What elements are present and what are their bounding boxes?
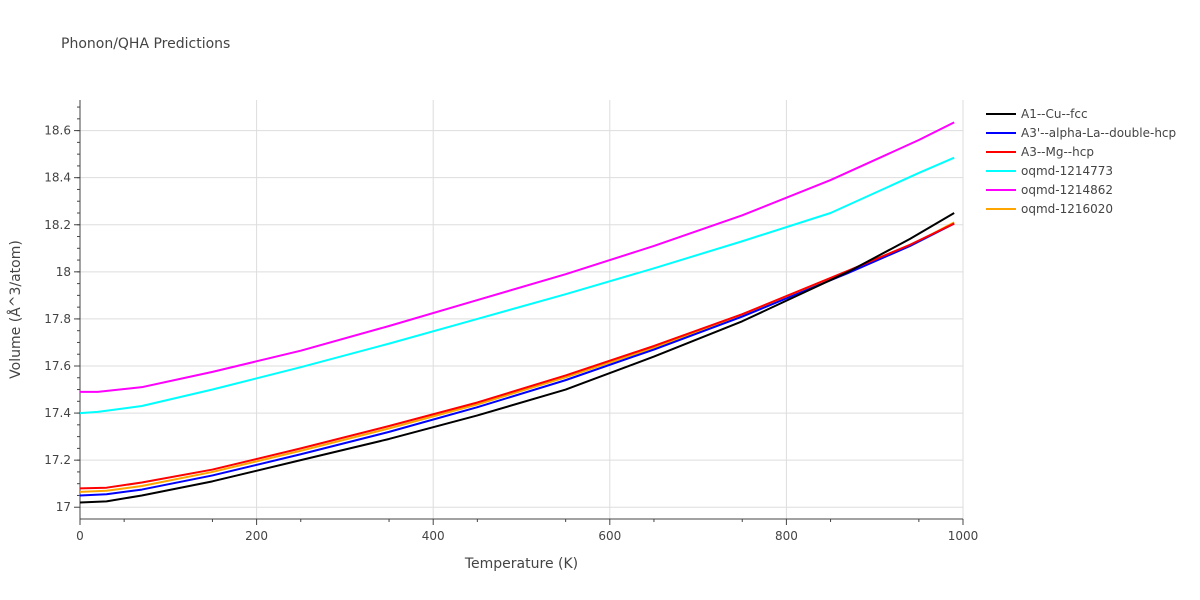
y-tick-label: 18 xyxy=(56,265,71,279)
x-tick-label: 400 xyxy=(422,529,445,543)
legend-label: oqmd-1214862 xyxy=(1021,183,1113,197)
plot-area xyxy=(79,121,955,504)
y-tick-label: 17.4 xyxy=(44,406,71,420)
y-tick-label: 17.2 xyxy=(44,453,71,467)
legend-label: A3--Mg--hcp xyxy=(1021,145,1094,159)
series-line-4 xyxy=(80,121,955,393)
legend-label: A1--Cu--fcc xyxy=(1021,107,1088,121)
x-tick-label: 1000 xyxy=(948,529,979,543)
x-tick-label: 0 xyxy=(76,529,84,543)
y-tick-label: 17 xyxy=(56,500,71,514)
legend-label: oqmd-1214773 xyxy=(1021,164,1113,178)
y-axis-label: Volume (Å^3/atom) xyxy=(7,240,24,379)
legend: A1--Cu--fcc A3'--alpha-La--double-hcp A3--… xyxy=(986,107,1176,216)
x-tick-label: 200 xyxy=(245,529,268,543)
grid xyxy=(80,100,964,519)
series-line-5 xyxy=(79,221,955,493)
y-tick-label: 18.4 xyxy=(44,171,71,185)
y-tick-label: 18.2 xyxy=(44,218,71,232)
chart-title: Phonon/QHA Predictions xyxy=(61,36,231,52)
legend-label: oqmd-1216020 xyxy=(1021,202,1113,216)
y-tick-label: 17.8 xyxy=(44,312,71,326)
x-axis-label: Temperature (K) xyxy=(464,556,578,572)
y-tick-label: 17.6 xyxy=(44,359,71,373)
series-line-2 xyxy=(79,222,955,490)
x-tick-label: 800 xyxy=(775,529,798,543)
axes: 0 200 400 600 800 1000 17 17.2 17.4 17.6 17.8 18 18.… xyxy=(44,100,978,543)
series-line-3 xyxy=(79,156,955,415)
series-line-0 xyxy=(79,212,955,504)
series-line-1 xyxy=(79,222,955,497)
y-tick-label: 18.6 xyxy=(44,124,71,138)
legend-label: A3'--alpha-La--double-hcp xyxy=(1021,126,1176,140)
x-tick-label: 600 xyxy=(598,529,621,543)
